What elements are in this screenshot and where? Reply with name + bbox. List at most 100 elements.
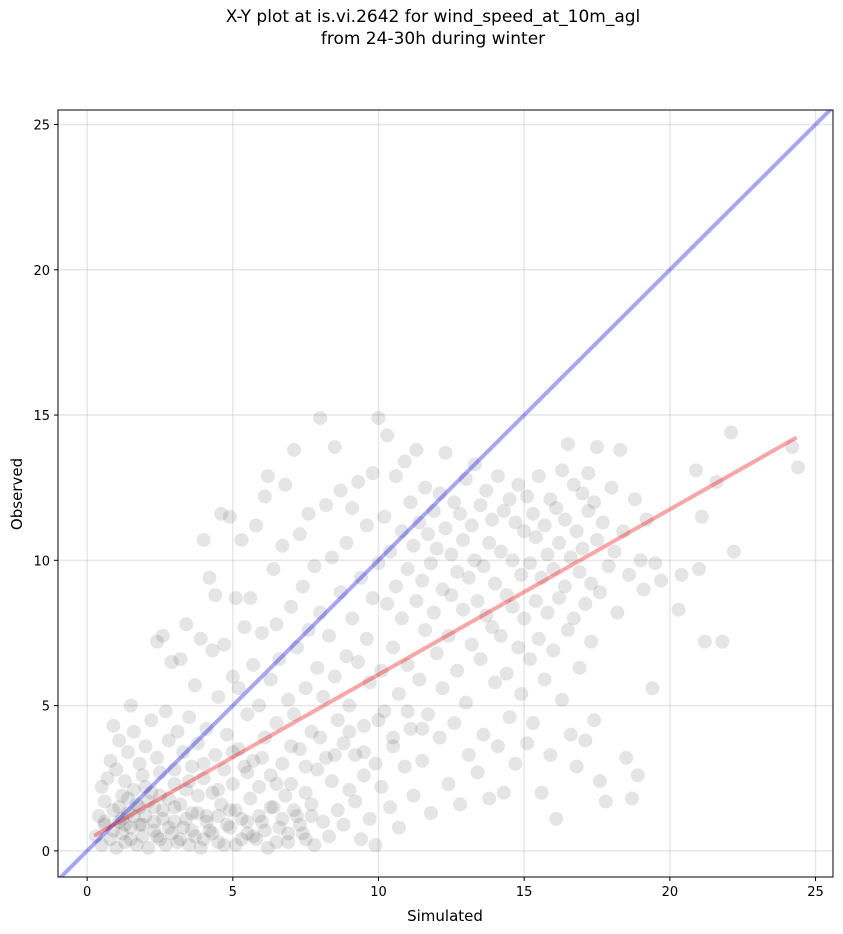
data-point — [505, 553, 520, 568]
data-point — [196, 832, 211, 847]
data-point — [327, 669, 342, 684]
data-point — [549, 811, 564, 826]
data-point — [275, 756, 290, 771]
data-point — [569, 524, 584, 539]
data-point — [482, 535, 497, 550]
data-point — [592, 585, 607, 600]
data-point — [333, 483, 348, 498]
data-point — [208, 747, 223, 762]
data-point — [441, 777, 456, 792]
data-point — [415, 753, 430, 768]
data-point — [557, 512, 572, 527]
data-point — [418, 623, 433, 638]
data-point — [152, 788, 167, 803]
data-point — [278, 788, 293, 803]
data-point — [552, 535, 567, 550]
data-point — [441, 628, 456, 643]
data-point — [418, 480, 433, 495]
data-point — [298, 832, 313, 847]
data-point — [461, 747, 476, 762]
data-point — [397, 759, 412, 774]
data-point — [150, 829, 165, 844]
data-point — [552, 591, 567, 606]
data-point — [292, 817, 307, 832]
data-point — [182, 710, 197, 725]
data-point — [520, 489, 535, 504]
data-point — [112, 814, 127, 829]
data-point — [689, 463, 704, 478]
data-point — [167, 777, 182, 792]
data-point — [426, 503, 441, 518]
data-point — [278, 477, 293, 492]
data-point — [211, 782, 226, 797]
data-point — [281, 835, 296, 850]
x-tick-label: 20 — [662, 885, 679, 900]
plot-frame — [57, 109, 834, 878]
data-point — [228, 838, 243, 853]
data-point — [359, 518, 374, 533]
data-point — [630, 768, 645, 783]
data-point — [173, 797, 188, 812]
data-point — [289, 808, 304, 823]
data-point — [185, 823, 200, 838]
data-point — [359, 631, 374, 646]
data-point — [97, 817, 112, 832]
data-point — [613, 442, 628, 457]
data-point — [123, 832, 138, 847]
data-point — [592, 774, 607, 789]
data-point — [164, 655, 179, 670]
data-point — [88, 829, 103, 844]
data-point — [202, 570, 217, 585]
data-point — [263, 800, 278, 815]
data-point — [313, 410, 328, 425]
data-point — [726, 544, 741, 559]
data-point — [167, 762, 182, 777]
chart-title: X-Y plot at is.vi.2642 for wind_speed_at… — [0, 6, 843, 50]
data-point — [234, 811, 249, 826]
data-point — [228, 591, 243, 606]
data-point — [485, 512, 500, 527]
data-point — [301, 623, 316, 638]
data-point — [164, 826, 179, 841]
data-point — [144, 785, 159, 800]
data-point — [231, 742, 246, 757]
data-point — [671, 602, 686, 617]
data-point — [421, 527, 436, 542]
data-point — [219, 817, 234, 832]
data-point — [196, 532, 211, 547]
data-point — [499, 666, 514, 681]
data-point — [709, 474, 724, 489]
data-point — [336, 736, 351, 751]
data-point — [546, 562, 561, 577]
data-point — [132, 800, 147, 815]
data-point — [356, 718, 371, 733]
data-point — [470, 765, 485, 780]
data-point — [444, 547, 459, 562]
data-point — [272, 820, 287, 835]
data-point — [199, 808, 214, 823]
data-point — [508, 756, 523, 771]
data-point — [126, 782, 141, 797]
data-point — [356, 768, 371, 783]
data-point — [144, 713, 159, 728]
data-point — [383, 800, 398, 815]
data-point — [269, 617, 284, 632]
data-point — [569, 759, 584, 774]
data-point — [590, 532, 605, 547]
reference-lines — [58, 110, 833, 877]
data-point — [429, 541, 444, 556]
data-point — [566, 477, 581, 492]
data-point — [118, 817, 133, 832]
data-point — [321, 829, 336, 844]
data-point — [499, 588, 514, 603]
data-point — [298, 681, 313, 696]
data-point — [368, 838, 383, 853]
data-point — [150, 634, 165, 649]
data-point — [549, 501, 564, 516]
data-point — [205, 643, 220, 658]
data-point — [252, 698, 267, 713]
data-point — [190, 806, 205, 821]
data-point — [537, 672, 552, 687]
data-point — [123, 698, 138, 713]
data-point — [141, 840, 156, 855]
